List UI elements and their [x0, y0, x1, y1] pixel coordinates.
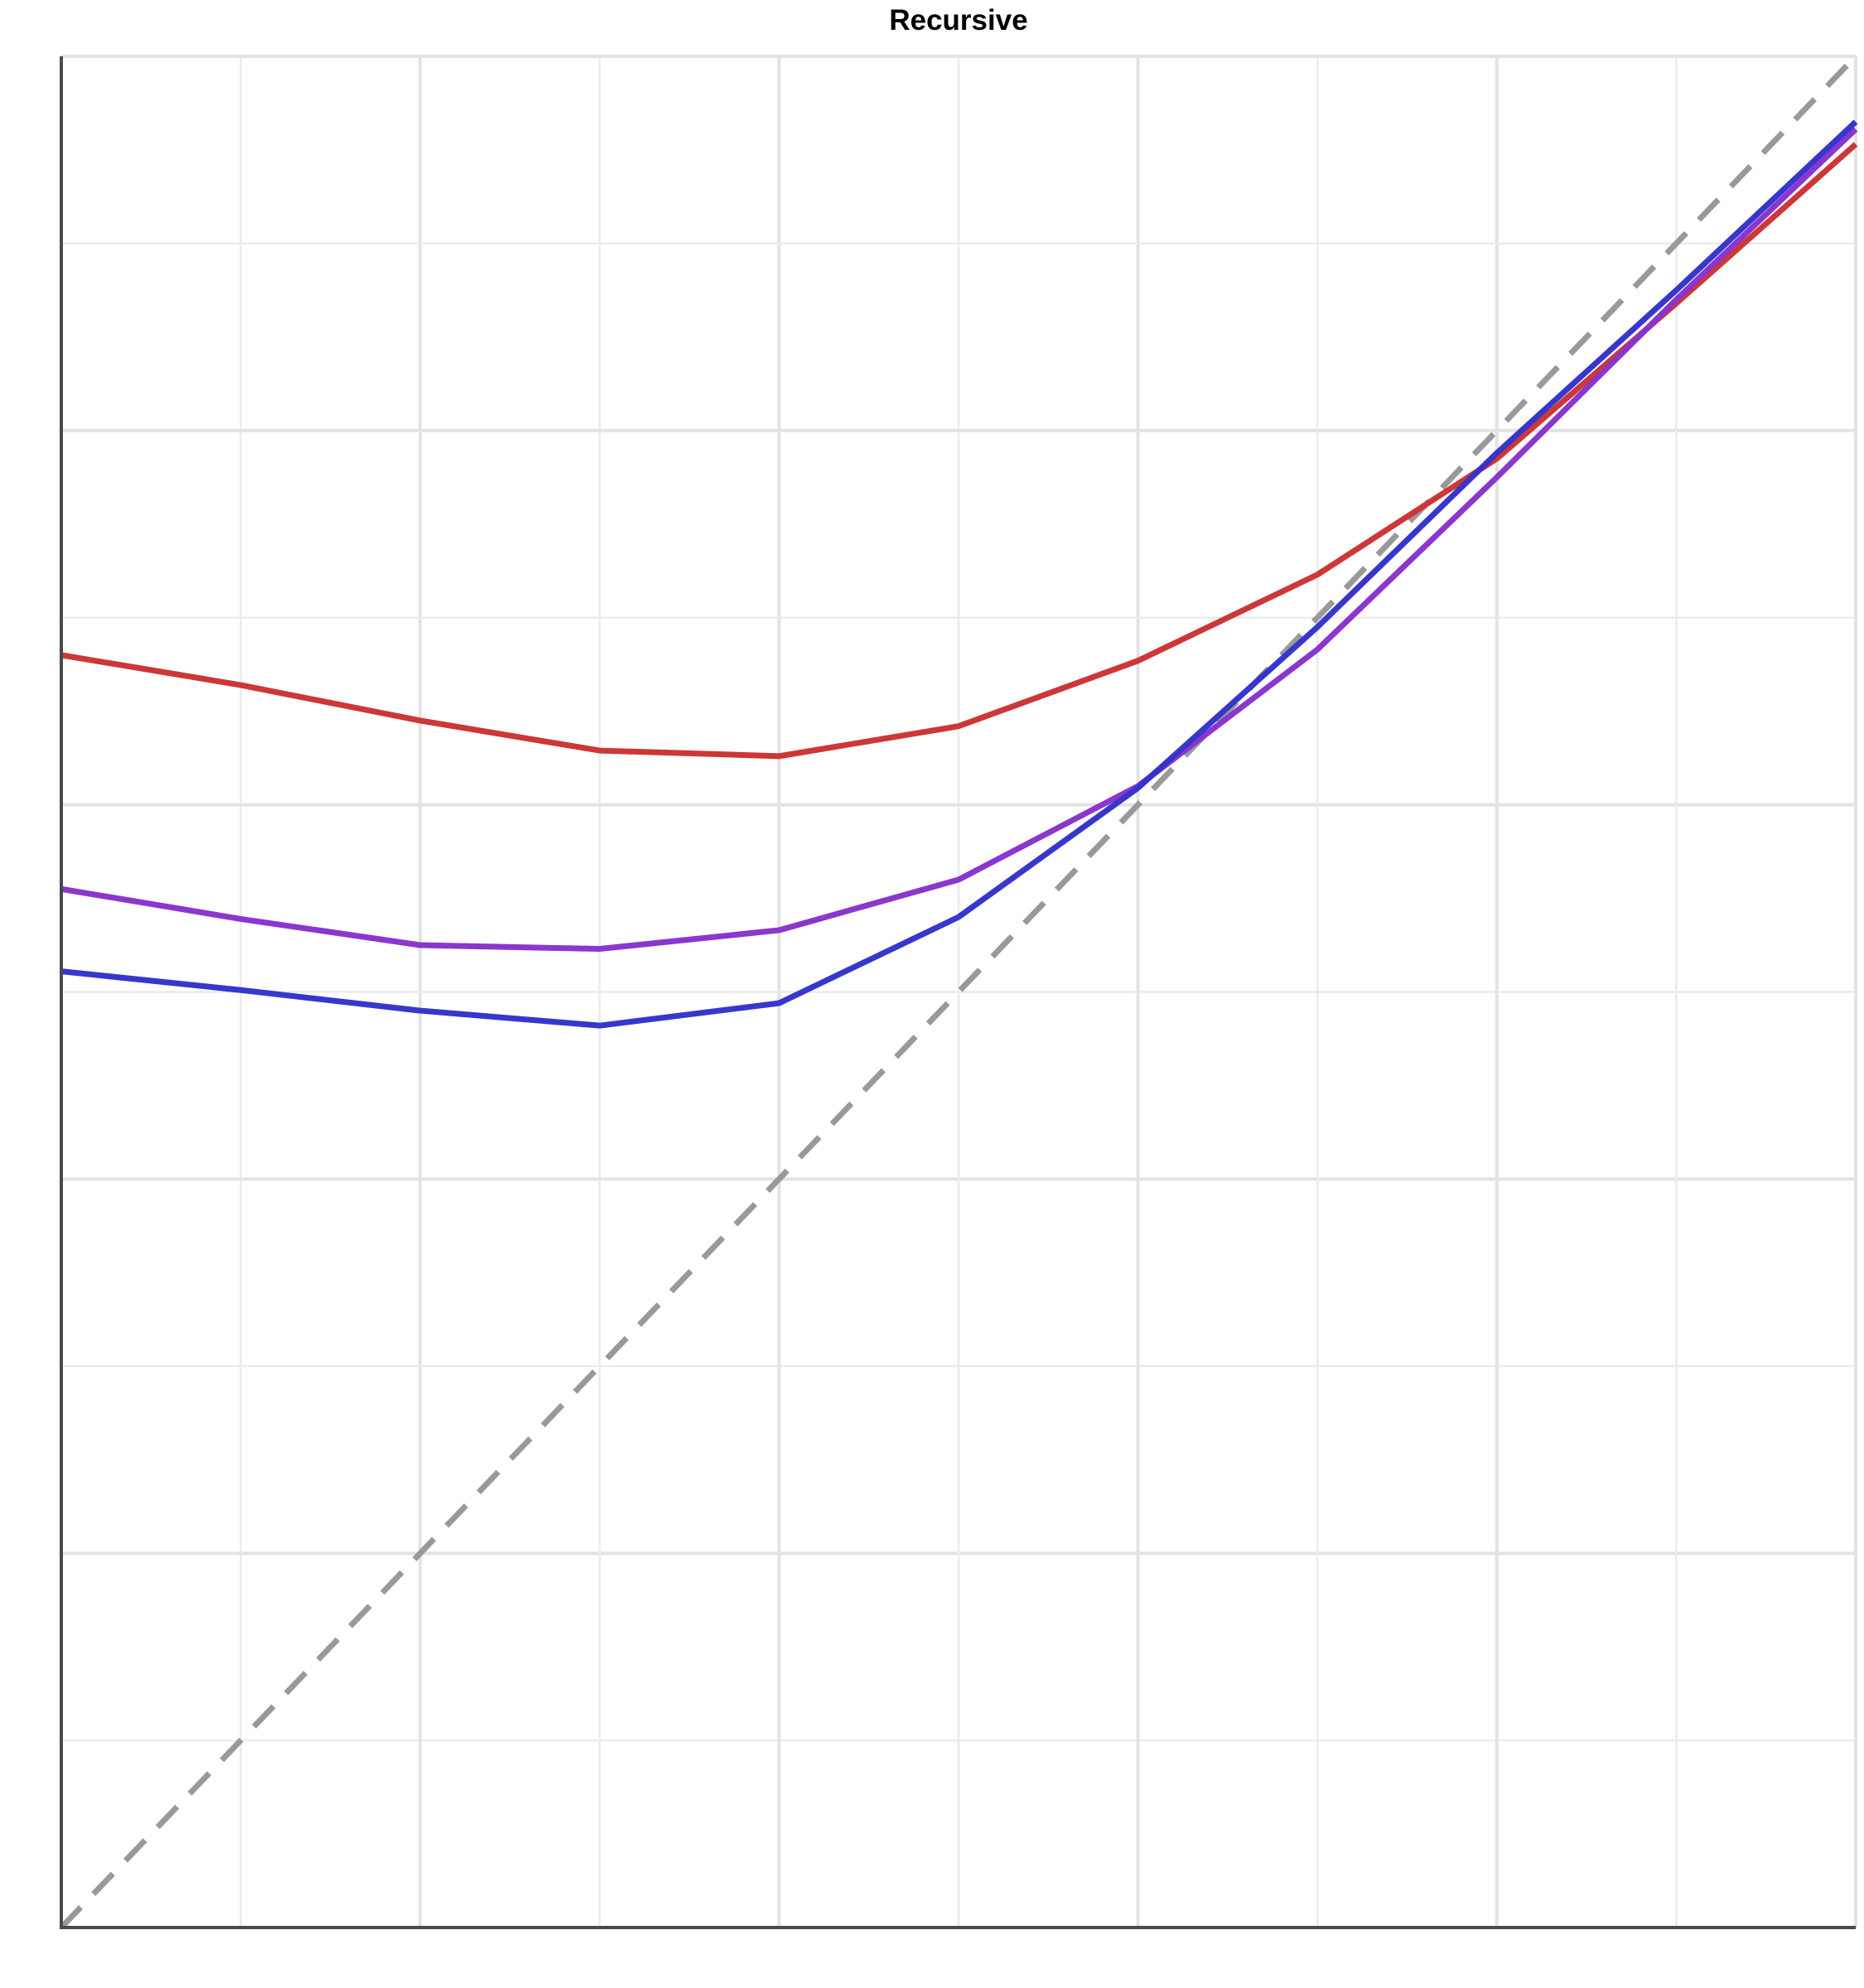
- reference-diagonal-line: [59, 54, 1858, 1930]
- chart-title: Recursive: [889, 4, 1027, 36]
- reference-line-group: [59, 54, 1858, 1930]
- axes: [60, 56, 1856, 1929]
- series-line-3: [60, 119, 1858, 1029]
- grid: [61, 55, 1857, 1928]
- series-group: [60, 119, 1858, 1029]
- series-line-2: [60, 127, 1858, 953]
- series-line-1: [60, 142, 1858, 760]
